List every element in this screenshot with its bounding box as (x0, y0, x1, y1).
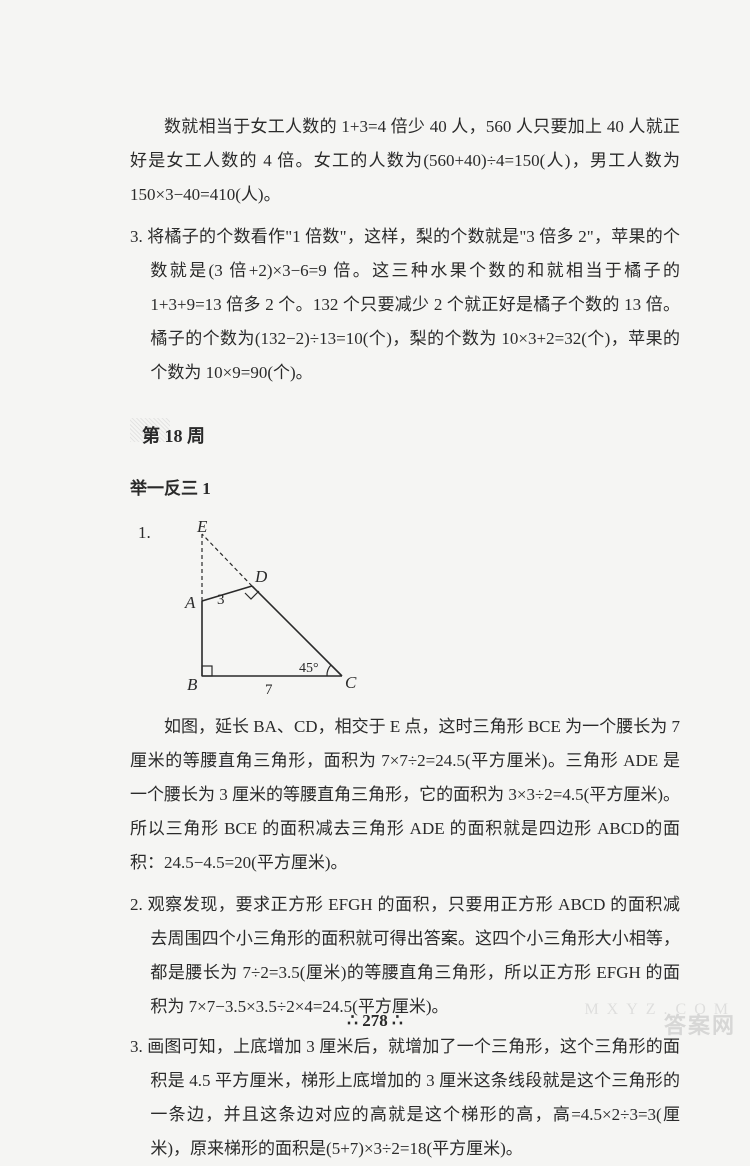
solution-3-text: 画图可知，上底增加 3 厘米后，就增加了一个三角形，这个三角形的面积是 4.5 … (147, 1037, 680, 1158)
watermark-main: 答案网 (664, 1004, 736, 1048)
label-edge-7: 7 (265, 682, 273, 696)
week-header: 第 18 周 (130, 418, 680, 454)
continuation-paragraph-1: 数就相当于女工人数的 1+3=4 倍少 40 人，560 人只要加上 40 人就… (130, 110, 680, 212)
solution-2-number: 2. (130, 895, 148, 914)
solution-1-text: 如图，延长 BA、CD，相交于 E 点，这时三角形 BCE 为一个腰长为 7 厘… (130, 710, 680, 880)
label-B: B (187, 675, 198, 694)
problem-3-number: 3. (130, 227, 147, 246)
problem-3-text: 将橘子的个数看作"1 倍数"，这样，梨的个数就是"3 倍多 2"，苹果的个数就是… (147, 227, 680, 382)
label-edge-3: 3 (217, 592, 225, 608)
problem-1-number: 1. (138, 516, 158, 550)
label-A: A (184, 593, 196, 612)
label-D: D (254, 567, 268, 586)
section-title: 举一反三 1 (130, 472, 680, 506)
label-angle-45: 45° (299, 661, 319, 676)
solution-3-number: 3. (130, 1037, 147, 1056)
page-deco-right: ∴ (392, 1011, 403, 1030)
page-deco-left: ∴ (347, 1011, 358, 1030)
solution-3: 3. 画图可知，上底增加 3 厘米后，就增加了一个三角形，这个三角形的面积是 4… (130, 1030, 680, 1166)
problem-1-block: 1. E D A B C 3 7 45° (138, 516, 680, 696)
page-number-value: 278 (362, 1011, 388, 1030)
label-E: E (196, 517, 208, 536)
top-problem-3: 3. 将橘子的个数看作"1 倍数"，这样，梨的个数就是"3 倍多 2"，苹果的个… (130, 220, 680, 390)
label-C: C (345, 673, 357, 692)
week-label: 第 18 周 (142, 426, 205, 446)
triangle-figure: E D A B C 3 7 45° (167, 516, 397, 696)
